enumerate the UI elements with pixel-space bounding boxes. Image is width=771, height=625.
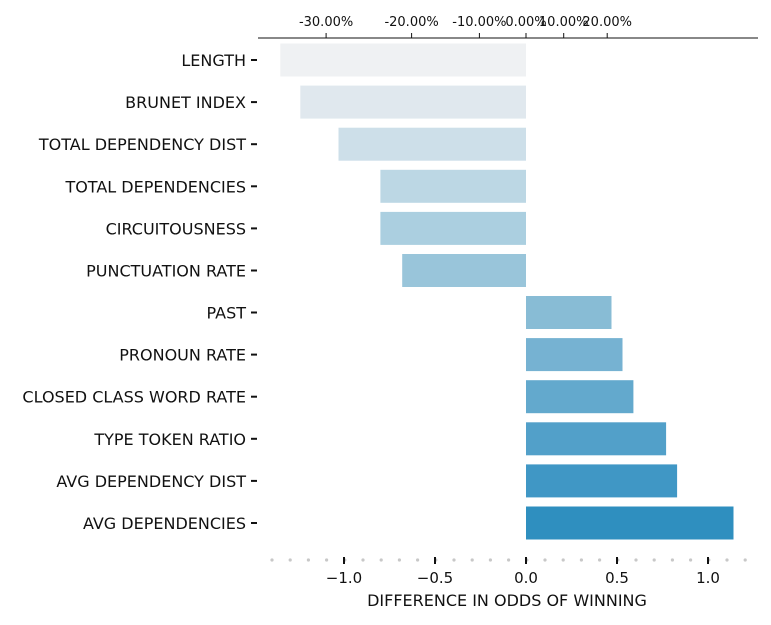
- top-tick-label: 10.00%: [539, 15, 589, 30]
- spine-dot: [579, 558, 584, 562]
- top-tick-label: 20.00%: [582, 15, 632, 30]
- spine-dot: [397, 558, 401, 562]
- category-label: AVG DEPENDENCIES: [83, 514, 246, 533]
- spine-dot: [488, 558, 492, 562]
- spine-dot: [598, 558, 602, 562]
- category-label: CIRCUITOUSNESS: [106, 219, 246, 238]
- bar-circuitousness: [380, 211, 526, 245]
- spine-dot: [470, 558, 474, 562]
- category-label: CLOSED CLASS WORD RATE: [22, 388, 246, 407]
- category-label: PUNCTUATION RATE: [86, 262, 246, 281]
- bar-pronoun-rate: [526, 338, 623, 372]
- x-tick-label: 0.5: [605, 569, 629, 587]
- bar-closed-class-word-rate: [526, 380, 634, 414]
- spine-dot: [507, 558, 511, 562]
- bar-avg-dependencies: [526, 506, 734, 540]
- spine-dot: [689, 558, 693, 562]
- category-label: BRUNET INDEX: [125, 93, 246, 112]
- x-tick-label: 0.0: [514, 569, 538, 587]
- category-label: TOTAL DEPENDENCIES: [64, 177, 246, 196]
- category-label: PAST: [207, 304, 247, 323]
- bar-length: [280, 43, 526, 77]
- top-tick-label: -20.00%: [384, 15, 438, 30]
- spine-dot: [561, 558, 565, 562]
- bar-total-dependencies: [380, 169, 526, 203]
- bar-brunet-index: [300, 85, 526, 119]
- spine-dot: [452, 558, 456, 562]
- bottom-axis-ticks-group: −1.0 −0.5 0.0 0.5 1.0: [326, 557, 720, 587]
- bar-punctuation-rate: [402, 254, 526, 287]
- spine-dot: [361, 558, 365, 562]
- top-tick-label: -30.00%: [299, 15, 353, 30]
- bar-total-dependency-dist: [338, 127, 526, 161]
- bar-past: [526, 296, 612, 329]
- category-label: PRONOUN RATE: [119, 346, 246, 365]
- spine-dot: [670, 558, 675, 562]
- category-label: LENGTH: [181, 51, 246, 70]
- spine-dot: [634, 558, 638, 562]
- spine-dot: [379, 558, 383, 562]
- spine-dot: [652, 558, 656, 562]
- spine-dot: [416, 558, 420, 562]
- bar-avg-dependency-dist: [526, 464, 678, 498]
- spine-dot: [543, 558, 547, 562]
- bottom-axis-dotted-spine: [270, 558, 747, 562]
- spine-dot: [743, 558, 747, 562]
- x-tick-label: 1.0: [696, 569, 720, 587]
- category-label: TYPE TOKEN RATIO: [93, 430, 246, 449]
- category-label: TOTAL DEPENDENCY DIST: [38, 135, 246, 154]
- x-axis-title: DIFFERENCE IN ODDS OF WINNING: [367, 591, 647, 610]
- category-label: AVG DEPENDENCY DIST: [56, 472, 246, 491]
- category-labels-group: LENGTH BRUNET INDEX TOTAL DEPENDENCY DIST T…: [22, 51, 257, 533]
- x-tick-label: −1.0: [326, 569, 362, 587]
- spine-dot: [306, 558, 310, 562]
- spine-dot: [325, 558, 329, 562]
- x-tick-label: −0.5: [417, 569, 453, 587]
- spine-dot: [725, 558, 729, 562]
- bar-type-token-ratio: [526, 422, 667, 456]
- top-tick-label: -10.00%: [452, 15, 506, 30]
- top-axis-ticks-group: -30.00% -20.00% -10.00%0.00%10.00%20.00%: [299, 15, 632, 38]
- bars-group: [280, 43, 734, 540]
- spine-dot: [270, 558, 274, 562]
- spine-dot: [288, 558, 292, 562]
- top-tick-label: 0.00%: [505, 15, 546, 30]
